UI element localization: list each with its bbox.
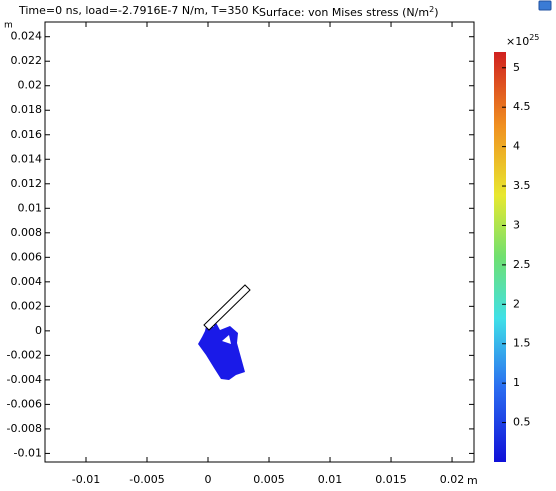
y-tick-label: -0.002: [7, 348, 42, 361]
y-tick-label: 0.024: [11, 30, 43, 43]
x-tick-label: 0: [205, 473, 212, 486]
subtitle-main: Surface: von Mises stress (N/m: [259, 6, 429, 19]
y-tick-label: 0.016: [11, 128, 43, 141]
subtitle-sup: 2: [429, 5, 434, 14]
y-tick-label: 0.006: [11, 250, 43, 263]
colorbar-tick-label: 4.5: [513, 100, 531, 113]
y-tick-label: -0.004: [7, 373, 42, 386]
colorbar-tick-label: 2.5: [513, 258, 531, 271]
colorbar-tick-label: 4: [513, 140, 520, 153]
deformed-body: [198, 317, 245, 380]
x-unit: m: [467, 474, 478, 487]
y-tick-label: 0.018: [11, 103, 43, 116]
y-tick-label: 0.01: [18, 201, 43, 214]
y-tick-label: -0.006: [7, 397, 42, 410]
y-tick-label: 0.02: [18, 79, 43, 92]
y-tick-label: 0.002: [11, 299, 43, 312]
beam: [203, 284, 251, 331]
colorbar-tick-label: 1: [513, 376, 520, 389]
colorbar-tick-label: 5: [513, 61, 520, 74]
y-unit: m: [4, 21, 13, 31]
y-tick-label: 0: [35, 324, 42, 337]
y-tick-label: -0.01: [14, 446, 42, 459]
multiplier: ×10: [506, 35, 529, 48]
hole: [222, 335, 231, 344]
x-tick-label: 0.02: [440, 473, 465, 486]
colorbar-tick-label: 1.5: [513, 337, 531, 350]
y-tick-label: 0.004: [11, 275, 43, 288]
x-tick-label: 0.01: [318, 473, 343, 486]
toolbar-icon[interactable]: [538, 0, 552, 11]
exponent: 25: [529, 33, 539, 42]
y-tick-label: 0.022: [11, 54, 43, 67]
x-tick-label: 0.015: [375, 473, 407, 486]
colorbar-tick-label: 0.5: [513, 416, 531, 429]
subtitle-end: ): [434, 6, 438, 19]
x-tick-label: 0.005: [253, 473, 285, 486]
colorbar: [494, 52, 506, 462]
y-tick-label: 0.014: [11, 152, 43, 165]
colorbar-multiplier: ×1025: [506, 33, 539, 49]
y-tick-label: 0.012: [11, 177, 43, 190]
colorbar-tick-label: 3: [513, 218, 520, 231]
x-tick-label: -0.01: [72, 473, 100, 486]
y-tick-label: 0.008: [11, 226, 43, 239]
y-tick-label: -0.008: [7, 422, 42, 435]
plot-area: [44, 21, 475, 463]
chart-title: Time=0 ns, load=-2.7916E-7 N/m, T=350 K: [18, 4, 260, 17]
colorbar-tick-label: 2: [513, 297, 520, 310]
geometry: [198, 284, 251, 380]
colorbar-tick-label: 3.5: [513, 179, 531, 192]
subtitle: Surface: von Mises stress (N/m2): [259, 5, 438, 20]
x-tick-label: -0.005: [129, 473, 164, 486]
